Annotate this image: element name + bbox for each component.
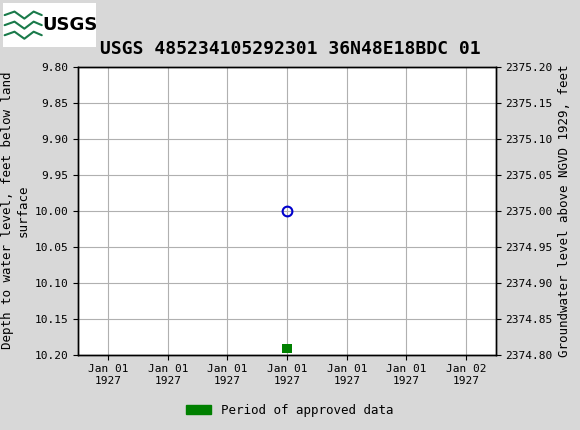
Bar [3,3,96,47]
Text: USGS 485234105292301 36N48E18BDC 01: USGS 485234105292301 36N48E18BDC 01 [100,40,480,58]
Legend: Period of approved data: Period of approved data [181,399,399,421]
Text: USGS: USGS [42,16,97,34]
Bar [282,344,292,353]
Y-axis label: Depth to water level, feet below land
surface: Depth to water level, feet below land su… [1,72,29,350]
Y-axis label: Groundwater level above NGVD 1929, feet: Groundwater level above NGVD 1929, feet [559,64,571,357]
